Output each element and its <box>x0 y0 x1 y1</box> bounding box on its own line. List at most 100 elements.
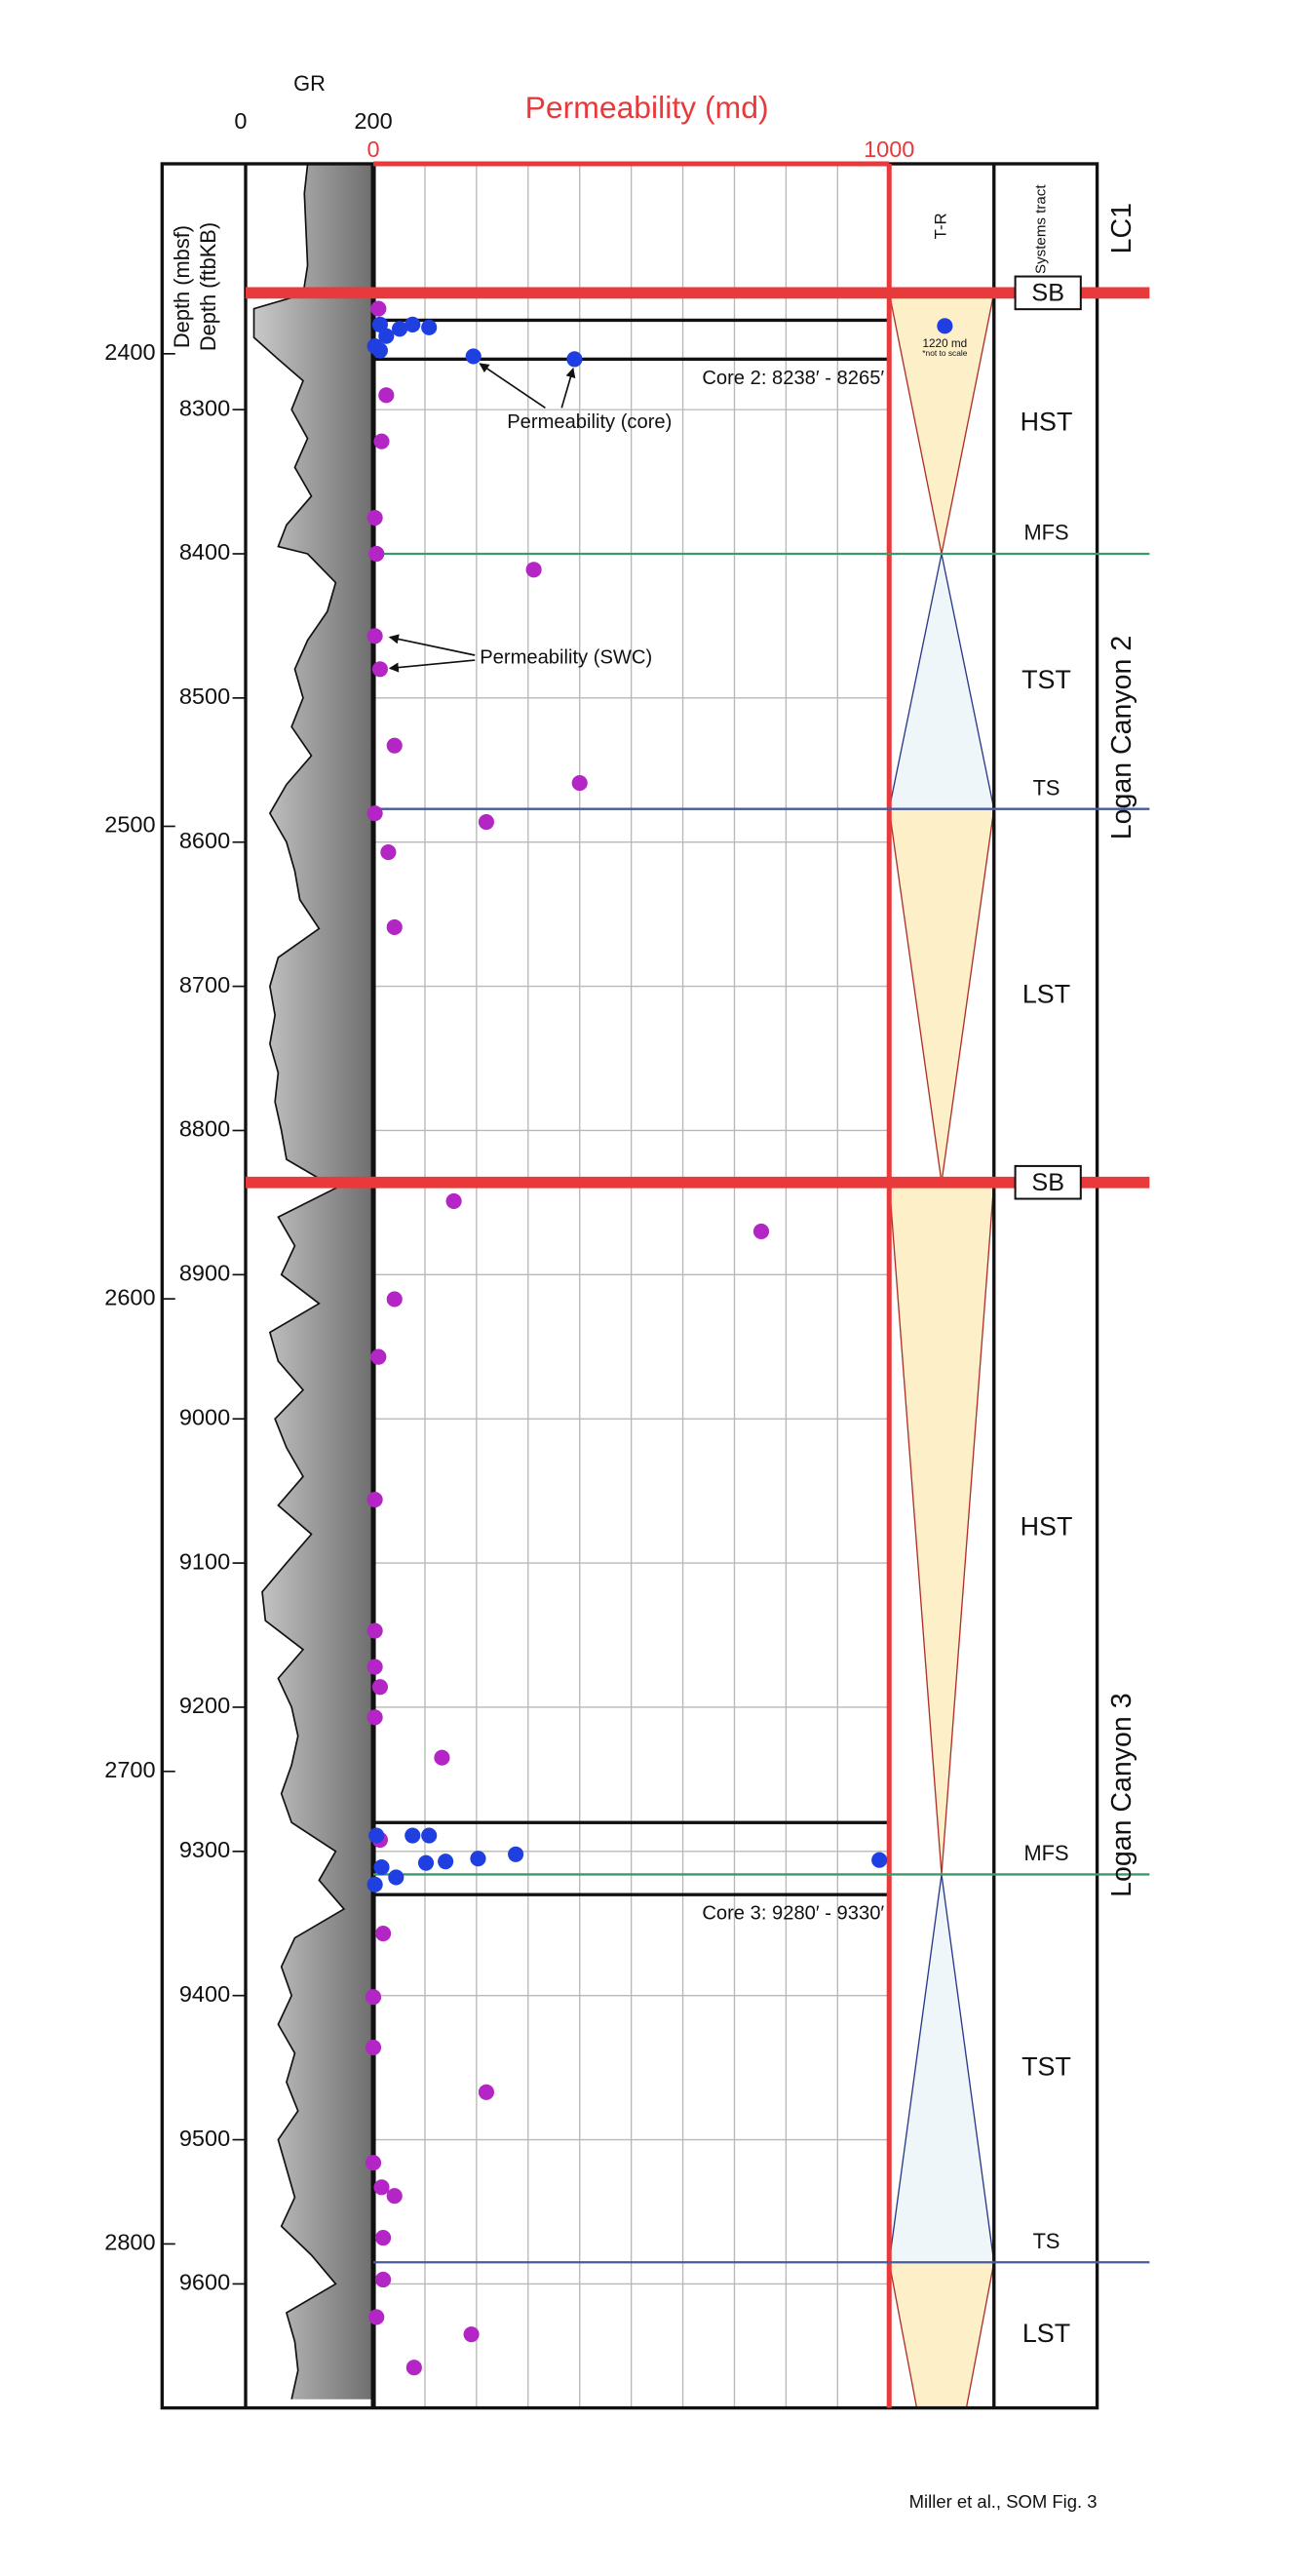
permeability-point <box>371 342 388 359</box>
tract-label: HST <box>1021 1512 1073 1542</box>
y2-tick-label: 2800 <box>104 2230 155 2255</box>
permeability-point <box>391 321 408 337</box>
permeability-point <box>370 300 387 317</box>
annotation: Permeability (SWC) <box>480 647 652 669</box>
gr-shading <box>253 164 374 2400</box>
permeability-point <box>368 545 385 563</box>
y2-tick-label: 2500 <box>104 812 155 838</box>
y2-axis-title: Depth (mbsf) <box>170 225 194 348</box>
permeability-point <box>445 1192 462 1209</box>
y-axis-title: Depth (ftbKB) <box>196 222 220 351</box>
y2-tick-label: 2700 <box>104 1757 155 1782</box>
permeability-point <box>388 1869 405 1886</box>
permeability-point <box>386 2188 403 2205</box>
permeability-point <box>478 2084 494 2100</box>
tract-label: TST <box>1021 665 1071 694</box>
gr-tick-label: 200 <box>354 108 392 134</box>
permeability-point <box>366 628 383 644</box>
permeability-point <box>373 1859 390 1876</box>
y-tick-label: 8800 <box>179 1116 230 1142</box>
permeability-point <box>365 2039 382 2055</box>
gr-curve <box>252 164 346 2400</box>
permeability-point <box>417 1854 435 1871</box>
surface-label: TS <box>1033 2229 1060 2253</box>
gr-tick-label: 0 <box>234 108 247 134</box>
permeability-point <box>478 813 494 831</box>
permeability-point <box>365 2155 382 2171</box>
annotation-arrow <box>560 368 576 409</box>
permeability-point <box>405 1827 421 1844</box>
permeability-point <box>371 661 388 678</box>
surface-label: TS <box>1033 775 1060 800</box>
permeability-point <box>366 1659 383 1675</box>
tract-label: LST <box>1022 2319 1070 2348</box>
y2-tick-label: 2400 <box>104 339 155 365</box>
permeability-point <box>366 1622 383 1639</box>
permeability-point <box>386 918 403 936</box>
x-axis-title: Permeability (md) <box>525 90 769 125</box>
figure: GR Permeability (md) Depth (mbsf) Depth … <box>104 71 1150 2512</box>
permeability-point <box>752 1223 770 1240</box>
annotation-arrow <box>388 634 476 656</box>
permeability-point <box>366 1709 383 1726</box>
permeability-point <box>386 737 403 754</box>
permeability-point <box>421 319 438 335</box>
permeability-point <box>405 316 421 332</box>
annotation-arrow <box>388 659 476 673</box>
over-layer: GR Permeability (md) Depth (mbsf) Depth … <box>104 71 1150 2512</box>
permeability-point <box>508 1846 524 1862</box>
permeability-point <box>373 2179 390 2196</box>
permeability-point <box>438 1854 454 1870</box>
permeability-point <box>366 1876 383 1893</box>
core-label: Core 3: 9280′ - 9330′ <box>702 1903 884 1925</box>
tract-header: Systems tract <box>1032 184 1049 274</box>
permeability-point <box>566 351 583 368</box>
y-tick-label: 9600 <box>179 2270 230 2295</box>
permeability-point <box>370 1348 387 1365</box>
permeability-point <box>463 2326 480 2343</box>
y-tick-label: 8900 <box>179 1261 230 1286</box>
y-tick-label: 8700 <box>179 972 230 997</box>
y-tick-label: 8300 <box>179 395 230 420</box>
permeability-point <box>871 1852 888 1868</box>
x-tick-label: 1000 <box>864 137 914 162</box>
tr-header: T-R <box>931 213 949 239</box>
surface-label: SB <box>1031 1169 1064 1196</box>
permeability-point <box>365 1989 382 2006</box>
permeability-point <box>371 316 388 332</box>
permeability-point <box>380 844 397 861</box>
off-scale-note: *not to scale <box>922 348 968 358</box>
tract-label: HST <box>1021 407 1073 436</box>
permeability-point <box>571 775 588 792</box>
permeability-point <box>386 1291 403 1308</box>
y-tick-label: 8600 <box>179 828 230 853</box>
permeability-point <box>373 433 390 449</box>
permeability-point <box>378 387 395 404</box>
unit-label: Logan Canyon 3 <box>1106 1693 1137 1897</box>
tract-label: LST <box>1022 979 1070 1008</box>
unit-label: Logan Canyon 2 <box>1106 636 1137 840</box>
surface-box <box>1014 1164 1082 1200</box>
surface-label: MFS <box>1023 521 1068 545</box>
off-scale-point <box>937 318 953 334</box>
y-tick-label: 8500 <box>179 683 230 709</box>
permeability-point <box>470 1851 486 1867</box>
permeability-point <box>421 1827 438 1844</box>
surface-label: SB <box>1031 280 1064 307</box>
y2-tick-label: 2600 <box>104 1284 155 1309</box>
permeability-point <box>366 805 383 822</box>
annotation: Permeability (core) <box>507 411 672 433</box>
y-tick-label: 9300 <box>179 1837 230 1862</box>
y-tick-label: 9500 <box>179 2126 230 2151</box>
x-tick-label: 0 <box>366 137 379 162</box>
permeability-point <box>525 562 542 578</box>
y-tick-label: 9000 <box>179 1404 230 1429</box>
permeability-point <box>366 509 383 527</box>
permeability-point <box>368 1827 385 1844</box>
tract-label: TST <box>1021 2051 1071 2081</box>
unit-label: LC1 <box>1106 203 1137 254</box>
permeability-point <box>375 2230 392 2246</box>
under-layer <box>160 161 1099 2410</box>
